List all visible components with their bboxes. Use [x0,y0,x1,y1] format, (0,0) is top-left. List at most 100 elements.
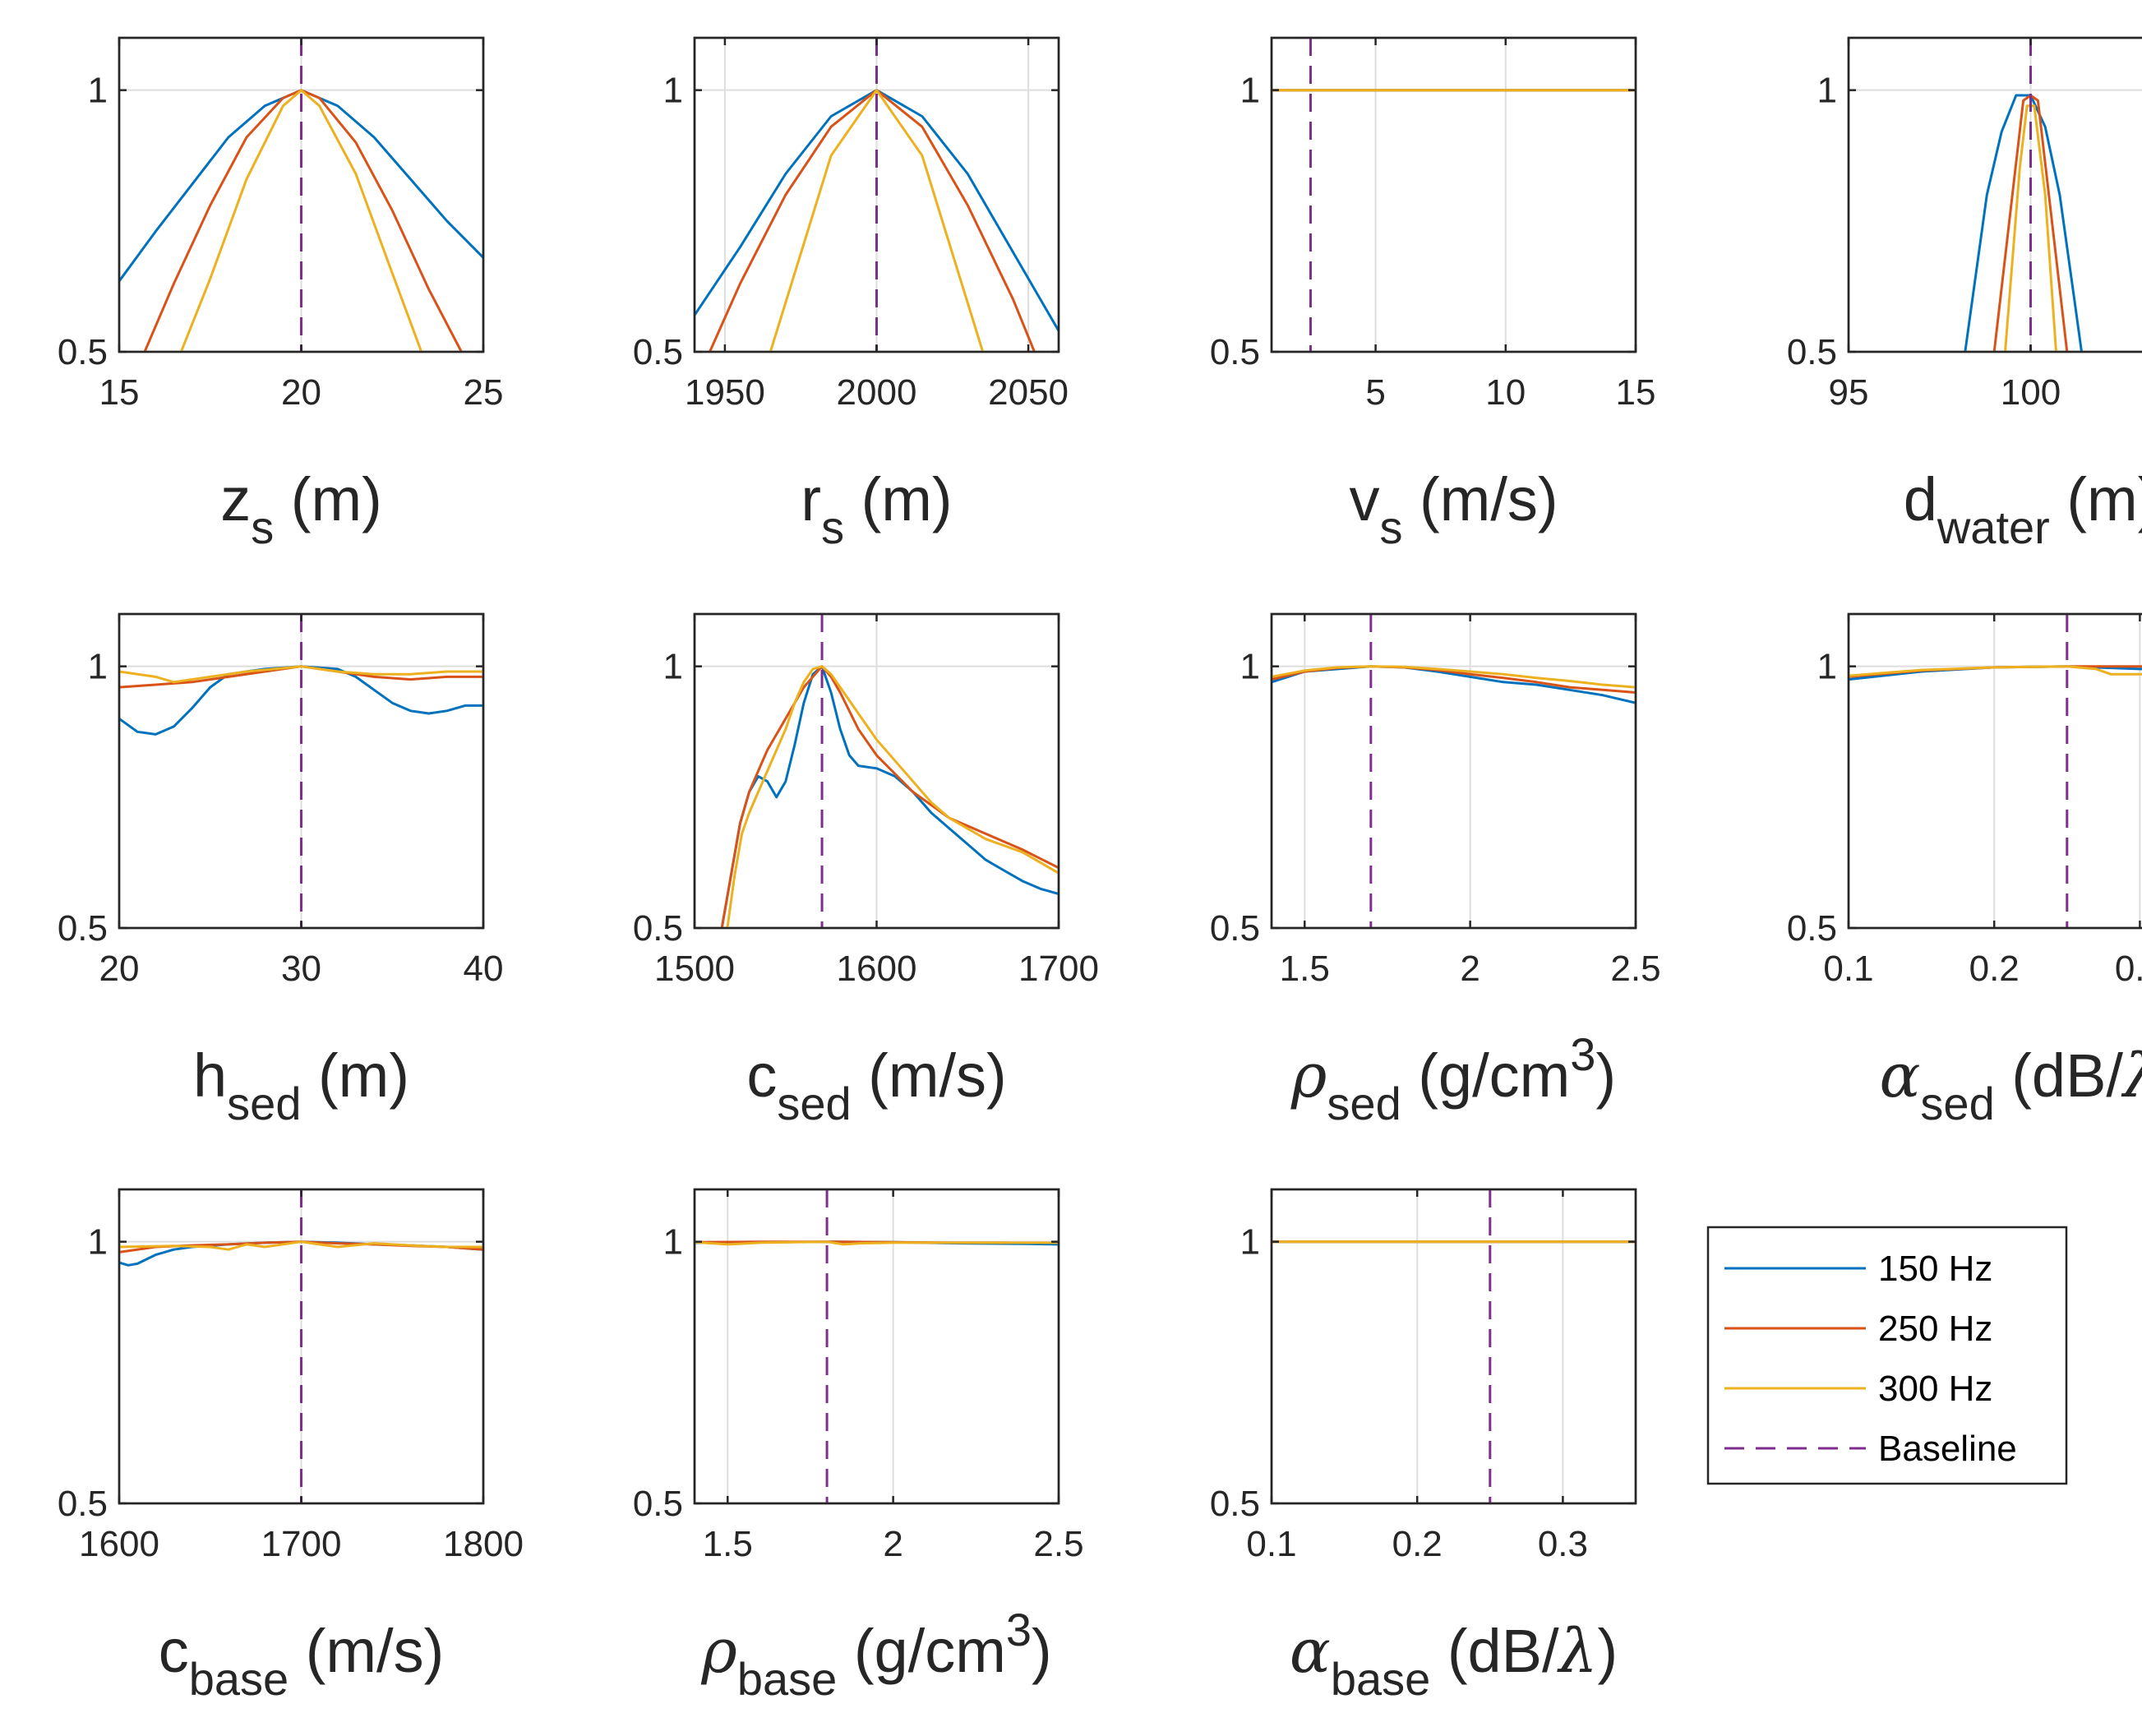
x-tick-label: 15 [1616,372,1656,413]
x-axis-label: zs (m) [220,465,382,553]
y-tick-label: 1 [88,647,108,687]
plot-area [119,38,483,352]
plot-area [119,1189,483,1503]
x-axis-label-subscript: sed [227,1078,301,1129]
x-axis-label-unit: (m/s) [852,1041,1007,1110]
series-line-150hz [720,665,1059,928]
y-tick-label: 0.5 [1787,332,1837,372]
x-axis-label-symbol: α [1879,1041,1920,1111]
x-axis-label-lambda: λ [2121,1041,2142,1111]
x-axis-label-unit: (g/cm [1401,1041,1571,1110]
x-axis-label-unit: (g/cm [837,1617,1006,1685]
y-tick-label: 0.5 [633,908,683,949]
axes-frame [1847,612,2142,930]
x-axis-label-unit: (m) [2050,465,2142,533]
subplot-2: 1950 2000 2050 0.5 1 rs (m) [633,36,1069,553]
x-axis-label-unit: (m/s) [1402,465,1558,533]
x-axis-label: csed (m/s) [746,1041,1006,1129]
plot-area [695,38,1059,352]
series-line-300hz [695,1240,1059,1246]
x-tick-label: 2.5 [1610,949,1660,989]
legend-label-250hz: 250 Hz [1878,1309,1992,1349]
subplot-3: 5 10 15 0.5 1 vs (m/s) [1210,36,1656,553]
subplot-9: 1600 1700 1800 0.5 1 cbase (m/s) [58,1188,524,1705]
x-tick-label: 95 [1829,372,1869,413]
x-axis-label: cbase (m/s) [159,1617,444,1705]
plot-area [695,1189,1059,1503]
plot-area [1272,38,1636,352]
x-axis-label-unit: (m) [301,1041,409,1110]
y-tick-label: 1 [663,71,683,111]
x-tick-label: 2000 [837,372,917,413]
x-tick-label: 20 [281,372,321,413]
x-axis-label-symbol: d [1904,465,1937,533]
x-axis-label-subscript: base [189,1653,289,1705]
x-axis-label-symbol: ρ [700,1616,737,1687]
axes-background [693,1188,1060,1505]
x-axis-label-subscript: s [821,501,844,553]
legend-label-150hz: 150 Hz [1878,1249,1992,1289]
y-tick-label: 1 [88,71,108,111]
x-axis-label: ρsed (g/cm3) [1290,1028,1616,1129]
x-tick-label: 15 [99,372,140,413]
y-tick-label: 1 [1240,1222,1260,1263]
series-line-300hz [119,665,483,684]
x-axis-label-tail: ) [1597,1617,1618,1685]
x-tick-label: 40 [464,949,504,989]
x-axis-label-subscript: base [737,1653,837,1705]
x-axis-label-symbol: ρ [1290,1041,1327,1111]
x-axis-label-unit: (dB/ [1995,1041,2124,1110]
x-axis-label-symbol: v [1349,465,1379,533]
plot-area [720,614,1059,928]
x-tick-label: 1600 [79,1524,159,1564]
series-line-300hz [1849,665,2142,677]
x-axis-label-symbol: c [159,1617,189,1685]
series-line-300hz [119,1240,483,1251]
x-tick-label: 0.3 [1538,1524,1588,1564]
legend-label-300hz: 300 Hz [1878,1369,1992,1409]
x-axis-label-subscript: s [251,501,274,553]
x-tick-label: 100 [2001,372,2061,413]
x-axis-label-symbol: c [746,1041,777,1110]
x-axis-label-subscript: water [1937,501,2050,553]
plot-area [1849,614,2142,928]
axes-frame [693,1188,1060,1505]
y-tick-label: 0.5 [58,332,108,372]
axes-background [1270,36,1637,353]
x-tick-label: 0.2 [1969,949,2020,989]
subplot-10: 1.5 2 2.5 0.5 1 ρbase (g/cm3) [633,1188,1084,1705]
x-axis-label-unit: (m) [274,465,382,533]
axes-frame [1270,36,1637,353]
series-line-300hz [179,89,423,352]
axes-frame [1270,612,1637,930]
x-tick-label: 1700 [261,1524,342,1564]
x-tick-label: 2 [1460,949,1480,989]
legend: 150 Hz 250 Hz 300 Hz Baseline [1706,1226,2068,1485]
x-tick-label: 0.1 [1246,1524,1296,1564]
x-tick-label: 25 [464,372,504,413]
x-tick-label: 5 [1365,372,1385,413]
plot-area [1964,38,2083,352]
x-tick-label: 1950 [685,372,765,413]
x-tick-label: 0.1 [1823,949,1873,989]
series-line-300hz [726,665,1059,928]
subplot-7: 1.5 2 2.5 0.5 1 ρsed (g/cm3) [1210,612,1661,1129]
x-axis-label-tail: ) [1032,1617,1052,1685]
x-axis-label-unit: (m) [844,465,953,533]
subplot-1: 15 20 25 0.5 1 zs (m) [58,36,504,553]
x-tick-label: 1600 [837,949,917,989]
x-axis-label: hsed (m) [193,1041,409,1129]
y-tick-label: 1 [1240,71,1260,111]
y-tick-label: 0.5 [58,908,108,949]
x-axis-label-subscript: sed [777,1078,851,1129]
axes-background [1270,1188,1637,1505]
x-axis-label-lambda: λ [1557,1616,1598,1687]
y-tick-label: 1 [1817,71,1837,111]
x-axis-label: ρbase (g/cm3) [700,1604,1051,1705]
y-tick-label: 0.5 [1210,1484,1260,1524]
x-axis-label-symbol: h [193,1041,227,1110]
x-tick-label: 1500 [654,949,735,989]
y-tick-label: 1 [663,1222,683,1263]
